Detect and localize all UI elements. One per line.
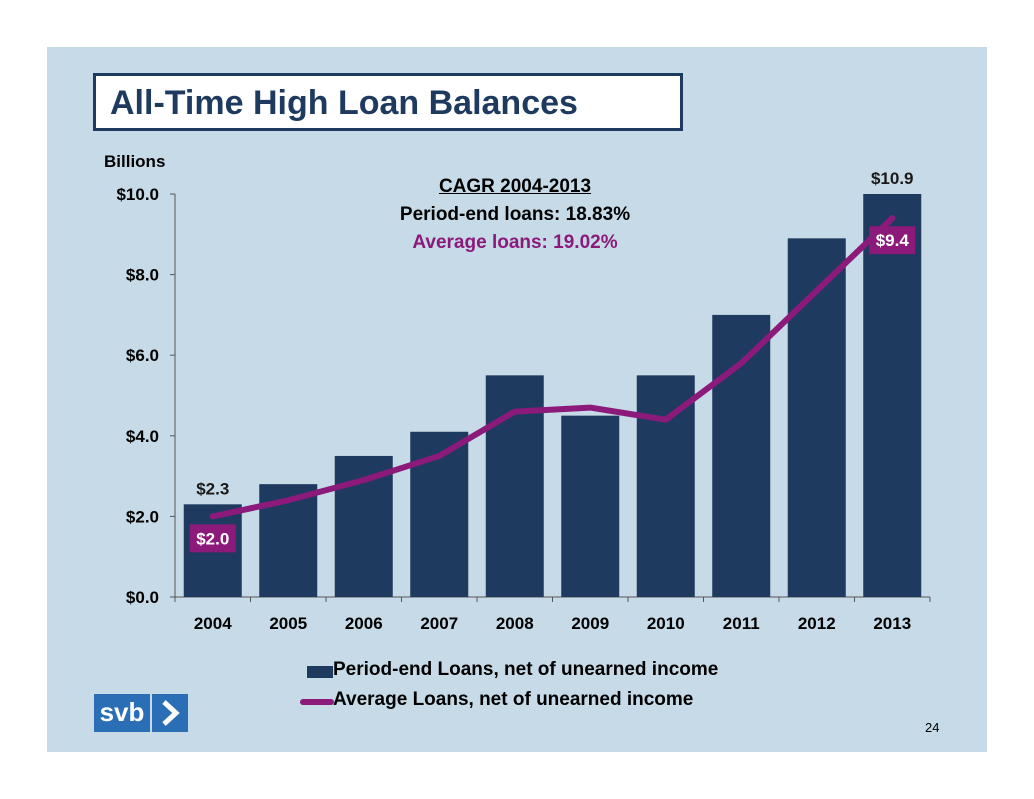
y-tick-label: $2.0 <box>126 507 159 526</box>
y-tick-label: $10.0 <box>116 185 159 204</box>
page-number: 24 <box>925 720 940 735</box>
units-label: Billions <box>104 152 166 171</box>
legend-swatch-bar <box>307 666 333 678</box>
cagr-heading: CAGR 2004-2013 <box>438 176 592 197</box>
data-label-bg-average <box>189 524 236 553</box>
x-tick-label: 2012 <box>798 614 836 633</box>
title-box: All-Time High Loan Balances <box>93 73 683 131</box>
x-tick-label: 2005 <box>269 614 307 633</box>
data-label-period-end: $2.3 <box>196 479 229 498</box>
bar-period-end-loans <box>787 238 846 597</box>
x-tick-label: 2004 <box>194 614 232 633</box>
data-label-bg-average <box>869 226 916 255</box>
cagr-annotation: CAGR 2004-2013 Period-end loans: 18.83% … <box>355 173 675 257</box>
logo-wordmark: svb <box>94 694 150 732</box>
page-title: All-Time High Loan Balances <box>110 84 578 122</box>
x-tick-label: 2009 <box>571 614 609 633</box>
bar-period-end-loans <box>712 314 771 597</box>
x-tick-label: 2013 <box>873 614 911 633</box>
legend-swatch-line <box>300 699 334 705</box>
svb-logo: svb <box>94 694 188 732</box>
bar-period-end-loans <box>636 375 695 597</box>
bar-period-end-loans <box>863 194 922 597</box>
x-tick-label: 2007 <box>420 614 458 633</box>
y-tick-label: $8.0 <box>126 266 159 285</box>
data-label-average: $9.4 <box>876 231 910 250</box>
x-tick-label: 2010 <box>647 614 685 633</box>
y-tick-label: $4.0 <box>126 427 159 446</box>
cagr-average: Average loans: 19.02% <box>412 232 618 253</box>
y-tick-label: $6.0 <box>126 346 159 365</box>
data-label-period-end: $10.9 <box>871 169 914 188</box>
line-average-loans <box>209 215 896 520</box>
data-label-average: $2.0 <box>196 529 229 548</box>
x-tick-label: 2011 <box>723 614 760 633</box>
chevron-right-icon <box>152 694 188 732</box>
cagr-period-end: Period-end loans: 18.83% <box>399 204 631 225</box>
x-tick-label: 2006 <box>345 614 383 633</box>
bar-period-end-loans <box>561 415 620 597</box>
y-tick-label: $0.0 <box>126 588 159 607</box>
x-tick-label: 2008 <box>496 614 534 633</box>
legend-label-average: Average Loans, net of unearned income <box>333 689 694 710</box>
legend-label-period-end: Period-end Loans, net of unearned income <box>333 659 719 680</box>
